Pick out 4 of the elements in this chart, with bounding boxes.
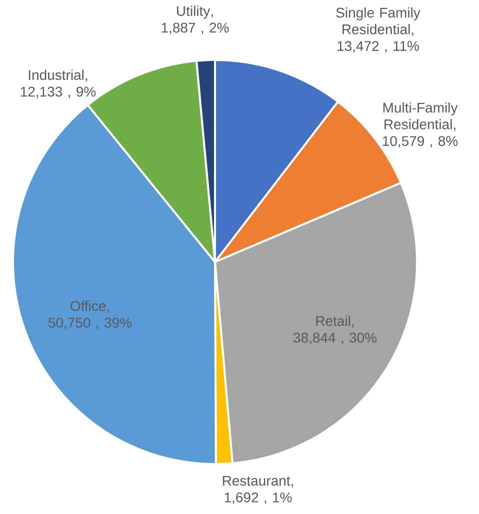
- slice-label: Office: [70, 300, 106, 311]
- slice-label: Industrial: [28, 70, 84, 80]
- slice-label: Retail: [316, 316, 350, 326]
- slice-label: Restaurant: [222, 476, 290, 486]
